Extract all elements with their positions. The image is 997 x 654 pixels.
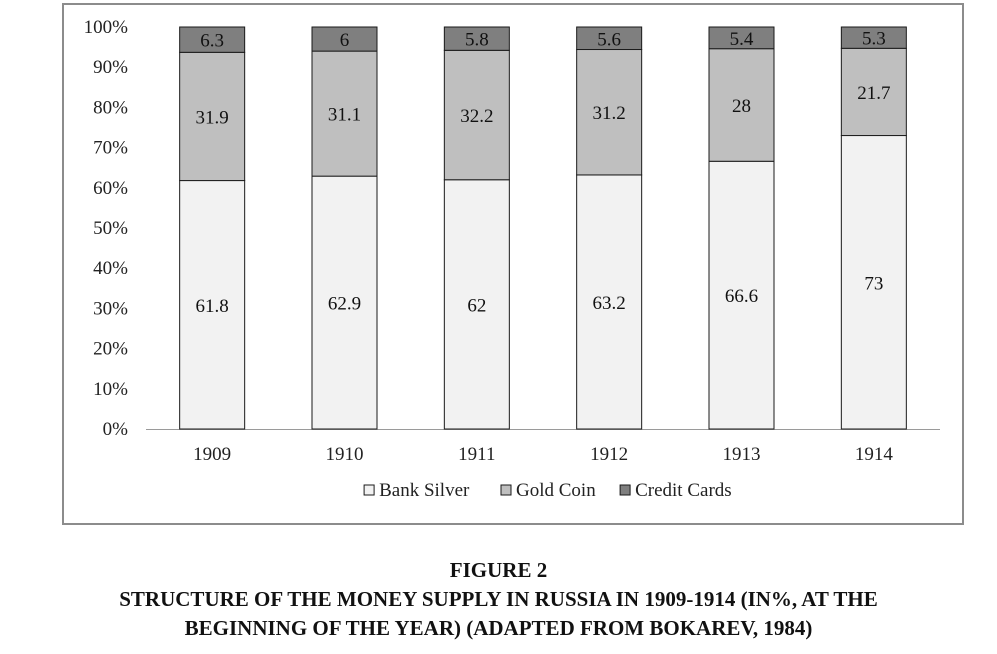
figure-caption: FIGURE 2 STRUCTURE OF THE MONEY SUPPLY I… [0, 556, 997, 643]
x-tick-label: 1910 [326, 444, 364, 465]
y-tick-label: 90% [93, 57, 128, 78]
figure-number: FIGURE 2 [449, 558, 548, 582]
bar-segment [443, 49, 510, 181]
x-tick-label: 1913 [723, 444, 761, 465]
data-label: 32.2 [460, 106, 493, 127]
figure-title-line-1: STRUCTURE OF THE MONEY SUPPLY IN RUSSIA … [119, 587, 878, 611]
data-label: 5.6 [597, 29, 621, 50]
chart-frame: 0% 10% 20% 30% 40% 50% 60% 70% 80% 90% 100% 1909 19… [62, 3, 964, 525]
data-label: 21.7 [857, 83, 890, 104]
data-label: 5.8 [465, 30, 489, 51]
data-label: 61.8 [196, 296, 229, 317]
bar-segment [840, 26, 907, 49]
data-label: 62.9 [328, 294, 361, 315]
bars: 61.8 31.9 6.3 62.9 31.1 6 62 32.2 5.8 63.2 31.2 5.6… [179, 26, 907, 430]
y-tick-label: 30% [93, 298, 128, 319]
y-tick-label: 40% [93, 258, 128, 279]
data-label: 5.3 [862, 29, 886, 50]
data-label: 63.2 [593, 293, 626, 314]
bar-segment [179, 180, 246, 430]
x-tick-label: 1914 [855, 444, 894, 465]
bar-segment [179, 51, 246, 182]
x-axis: 1909 1910 1911 1912 1913 1914 [146, 429, 940, 465]
y-tick-label: 0% [103, 419, 129, 440]
y-tick-label: 50% [93, 218, 128, 239]
y-tick-label: 100% [84, 17, 129, 38]
legend-label: Gold Coin [516, 480, 596, 501]
bar-segment [179, 26, 246, 53]
data-label: 73 [864, 273, 883, 294]
bar-segment [311, 26, 378, 52]
bar-segment [443, 26, 510, 51]
legend-swatch [363, 484, 375, 496]
bar-segment [576, 174, 643, 430]
data-label: 31.9 [196, 107, 229, 128]
legend: Bank Silver Gold Coin Credit Cards [363, 480, 732, 501]
x-tick-label: 1912 [590, 444, 628, 465]
bar-segment [311, 175, 378, 430]
y-tick-label: 10% [93, 379, 128, 400]
bar-segment [708, 26, 775, 50]
y-tick-label: 80% [93, 97, 128, 118]
data-label: 6 [340, 30, 350, 51]
data-label: 31.1 [328, 105, 361, 126]
y-tick-label: 70% [93, 138, 128, 159]
bar-segment [840, 135, 907, 430]
y-axis: 0% 10% 20% 30% 40% 50% 60% 70% 80% 90% 100% [84, 17, 129, 440]
data-label: 62 [467, 295, 486, 316]
data-label: 31.2 [593, 103, 626, 124]
bar-segment [443, 179, 510, 430]
y-tick-label: 60% [93, 178, 128, 199]
figure-title-line-2: BEGINNING OF THE YEAR) (ADAPTED FROM BOK… [184, 616, 813, 640]
y-tick-label: 20% [93, 339, 128, 360]
legend-swatch [619, 484, 631, 496]
x-tick-label: 1909 [193, 444, 231, 465]
bar-segment [311, 50, 378, 177]
bar-segment [708, 48, 775, 162]
bar-segment [708, 160, 775, 430]
data-label: 6.3 [200, 31, 224, 52]
legend-swatch [500, 484, 512, 496]
bar-segment [576, 26, 643, 51]
x-tick-label: 1911 [458, 444, 495, 465]
data-label: 28 [732, 96, 751, 117]
legend-label: Bank Silver [379, 480, 470, 501]
data-label: 66.6 [725, 286, 758, 307]
legend-label: Credit Cards [635, 480, 732, 501]
stacked-bar-chart: 0%10%20%30%40%50%60%70%80%90%100% 1909 19… [84, 17, 940, 501]
data-label: 5.4 [730, 29, 754, 50]
